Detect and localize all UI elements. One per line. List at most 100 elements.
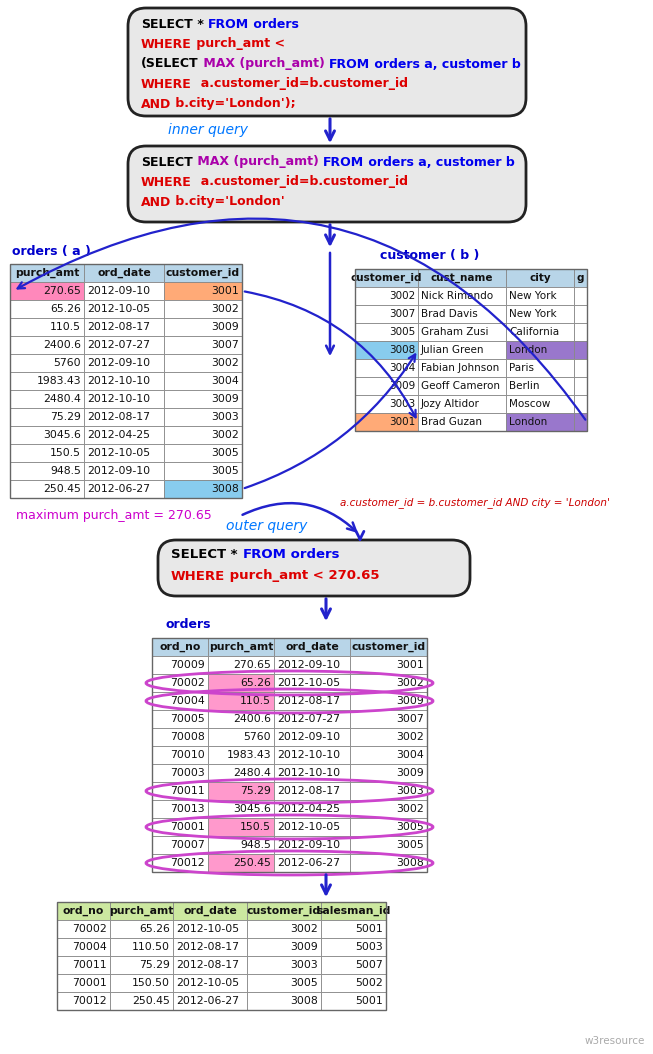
Bar (418, 341, 506, 359)
Text: 3002: 3002 (396, 731, 424, 742)
Text: customer_id: customer_id (351, 273, 422, 284)
Text: 3005: 3005 (290, 978, 318, 988)
Bar (418, 359, 506, 377)
Bar (164, 336, 242, 354)
Text: 2012-04-25: 2012-04-25 (87, 430, 150, 440)
Text: 3009: 3009 (389, 380, 415, 391)
Text: 70011: 70011 (72, 960, 107, 970)
Bar (152, 638, 427, 872)
Text: 70003: 70003 (170, 768, 205, 778)
Bar (208, 728, 274, 746)
Bar (164, 354, 242, 372)
Text: 3004: 3004 (212, 376, 239, 386)
Bar (355, 305, 418, 323)
Bar (574, 323, 587, 341)
Text: 5003: 5003 (355, 942, 383, 952)
Bar (247, 938, 321, 956)
Bar (57, 938, 110, 956)
Text: 70007: 70007 (170, 840, 205, 850)
Text: 70004: 70004 (170, 696, 205, 706)
Bar (506, 341, 574, 359)
Text: purch_amt <: purch_amt < (192, 38, 285, 51)
Text: Geoff Cameron: Geoff Cameron (421, 380, 500, 391)
Bar (164, 372, 242, 390)
Text: g: g (577, 273, 584, 284)
Text: Paris: Paris (509, 363, 534, 373)
Bar (164, 444, 242, 462)
Bar (164, 480, 242, 497)
Bar (84, 408, 164, 426)
Bar (247, 920, 321, 938)
Text: maximum purch_amt = 270.65: maximum purch_amt = 270.65 (16, 509, 212, 523)
Bar (274, 764, 350, 782)
Text: 70012: 70012 (170, 858, 205, 868)
Bar (208, 836, 274, 854)
Text: 5001: 5001 (355, 996, 383, 1006)
Text: 2012-06-27: 2012-06-27 (87, 484, 150, 494)
Text: 3002: 3002 (212, 358, 239, 368)
Bar (152, 746, 208, 764)
Text: 3008: 3008 (212, 484, 239, 494)
Text: 70012: 70012 (72, 996, 107, 1006)
Text: London: London (509, 345, 547, 355)
Text: 70010: 70010 (170, 750, 205, 760)
Bar (574, 287, 587, 305)
Bar (355, 323, 418, 341)
Text: Nick Rimando: Nick Rimando (421, 291, 493, 301)
Text: 2012-09-10: 2012-09-10 (87, 358, 150, 368)
Bar (247, 956, 321, 974)
Bar (208, 710, 274, 728)
Bar (418, 269, 506, 287)
Bar (84, 390, 164, 408)
Bar (164, 390, 242, 408)
Bar (274, 782, 350, 800)
Bar (10, 318, 84, 336)
Bar (350, 800, 427, 818)
Bar (350, 638, 427, 656)
Bar (506, 269, 574, 287)
Bar (247, 902, 321, 920)
Bar (164, 282, 242, 300)
Text: 3003: 3003 (212, 412, 239, 422)
Bar (173, 974, 247, 992)
Bar (355, 395, 418, 413)
Text: 2012-08-17: 2012-08-17 (277, 696, 340, 706)
Bar (355, 359, 418, 377)
Bar (10, 264, 84, 282)
Text: ord_date: ord_date (97, 268, 151, 278)
Bar (506, 305, 574, 323)
Text: 2012-08-17: 2012-08-17 (277, 786, 340, 796)
Bar (574, 269, 587, 287)
Bar (84, 462, 164, 480)
Bar (10, 426, 84, 444)
Text: 110.5: 110.5 (50, 323, 81, 332)
Text: 2012-10-10: 2012-10-10 (87, 394, 150, 404)
Text: 150.50: 150.50 (132, 978, 170, 988)
Text: 250.45: 250.45 (132, 996, 170, 1006)
Text: 2012-10-05: 2012-10-05 (87, 448, 150, 458)
Bar (506, 287, 574, 305)
Bar (274, 728, 350, 746)
Text: customer_id: customer_id (247, 905, 321, 916)
Bar (274, 656, 350, 674)
Bar (574, 305, 587, 323)
Text: 110.5: 110.5 (240, 696, 271, 706)
Text: orders a, customer b: orders a, customer b (364, 156, 515, 169)
Text: Moscow: Moscow (509, 399, 550, 409)
Text: ord_date: ord_date (285, 642, 339, 652)
Bar (84, 318, 164, 336)
Text: customer ( b ): customer ( b ) (380, 250, 479, 262)
Bar (574, 377, 587, 395)
Text: ord_no: ord_no (159, 642, 200, 652)
Text: 2012-10-10: 2012-10-10 (277, 750, 340, 760)
Text: Brad Davis: Brad Davis (421, 309, 478, 319)
Bar (84, 426, 164, 444)
Text: 3007: 3007 (389, 309, 415, 319)
Bar (110, 956, 173, 974)
Text: 1983.43: 1983.43 (227, 750, 271, 760)
Text: 3007: 3007 (396, 714, 424, 724)
Text: 5760: 5760 (244, 731, 271, 742)
Text: 2012-10-05: 2012-10-05 (176, 924, 239, 934)
Text: a.customer_id = b.customer_id AND city = 'London': a.customer_id = b.customer_id AND city =… (340, 497, 610, 508)
Text: 3001: 3001 (389, 417, 415, 427)
